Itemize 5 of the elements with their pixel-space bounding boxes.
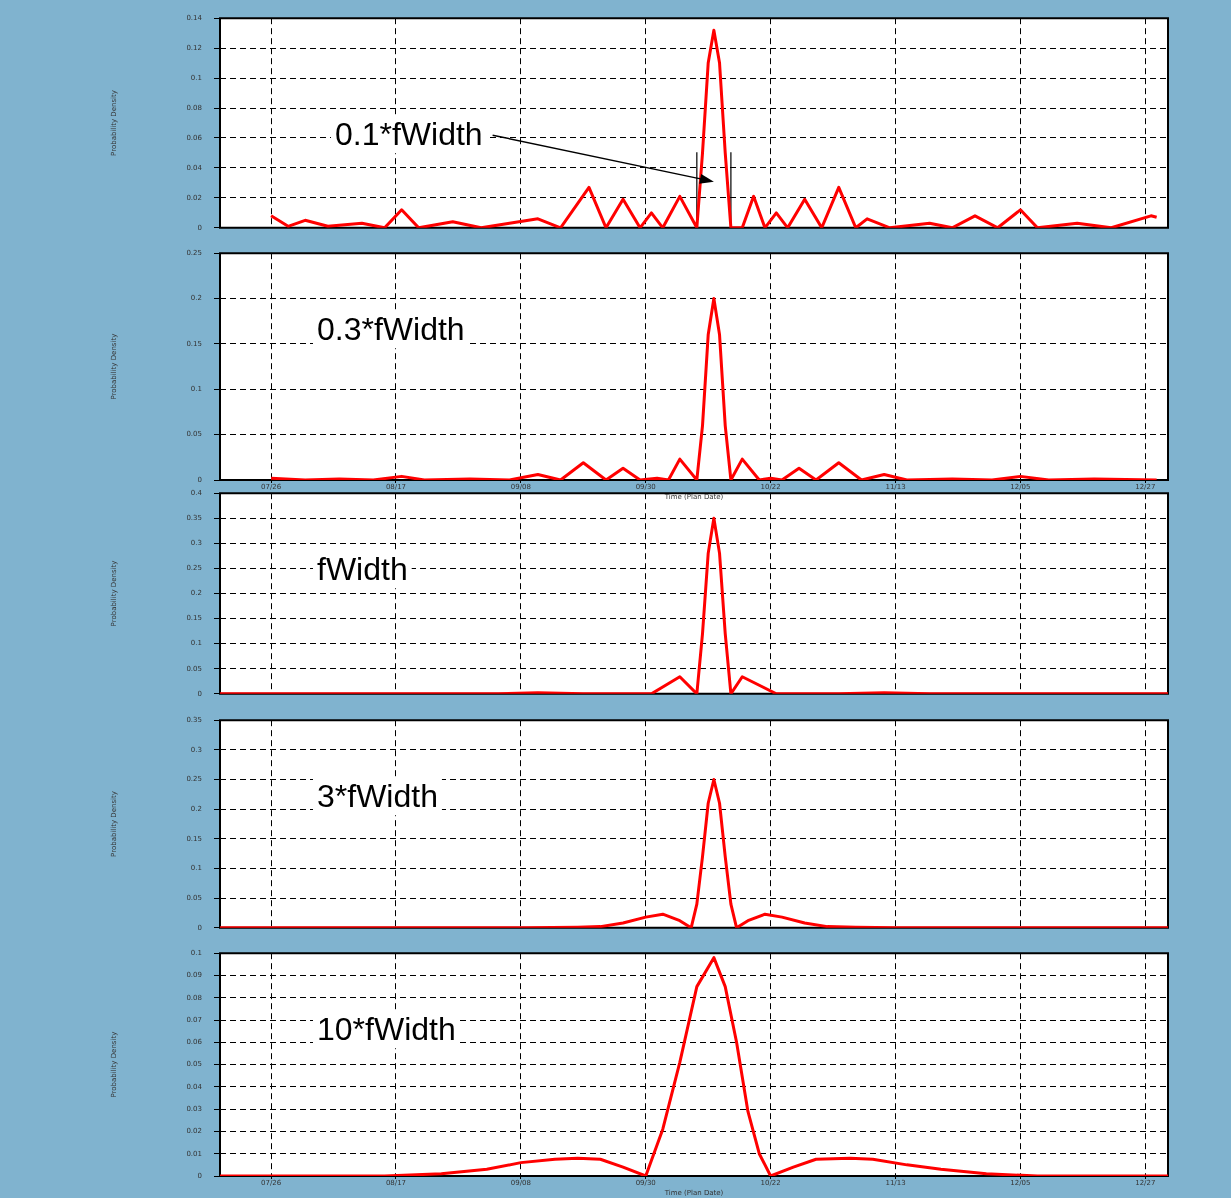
annotation: 0.1*fWidth: [335, 116, 483, 153]
text: fWidth: [317, 551, 408, 588]
text: 0.3*fWidth: [317, 311, 465, 348]
text: 10*fWidth: [317, 1011, 456, 1048]
text: 3*fWidth: [317, 778, 438, 815]
